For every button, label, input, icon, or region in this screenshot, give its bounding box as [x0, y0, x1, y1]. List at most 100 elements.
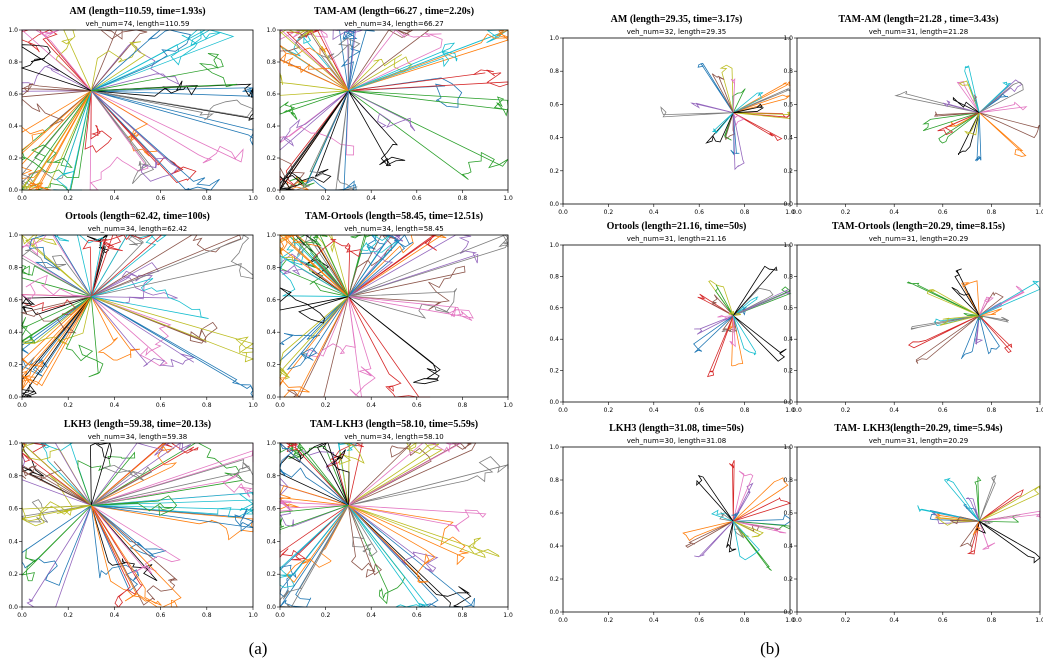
y-tick-label: 1.0: [8, 440, 18, 447]
y-tick-label: 0.0: [266, 187, 276, 194]
x-tick-label: 0.8: [202, 612, 212, 619]
route: [682, 520, 734, 542]
x-tick-label: 1.0: [1035, 617, 1043, 624]
x-tick-label: 0.6: [694, 209, 704, 216]
route: [732, 112, 745, 171]
route: [317, 442, 350, 506]
plot-title: TAM- LKH3(length=20.29, time=5.94s): [834, 423, 1002, 434]
x-tick-label: 0.8: [987, 209, 997, 216]
x-tick-label: 0.0: [275, 195, 285, 202]
y-tick-label: 0.6: [8, 91, 18, 98]
routes: [20, 233, 255, 399]
route: [908, 315, 980, 349]
route: [21, 505, 92, 582]
plot-title: LKH3 (length=31.08, time=50s): [609, 423, 744, 434]
y-tick-label: 0.8: [8, 264, 18, 271]
plot-subtitle: veh_num=31, length=21.16: [627, 235, 727, 243]
route: [732, 296, 759, 316]
route: [979, 315, 1010, 323]
route: [728, 310, 741, 317]
route: [978, 291, 1004, 316]
y-tick-label: 0.4: [549, 336, 559, 343]
routes: [20, 29, 255, 192]
route: [685, 520, 734, 548]
route: [348, 54, 413, 92]
route: [963, 503, 980, 522]
routes: [660, 62, 791, 171]
route: [21, 442, 92, 506]
y-tick-label: 1.0: [8, 232, 18, 239]
route: [733, 112, 783, 142]
route: [90, 234, 123, 297]
y-tick-label: 0.2: [266, 155, 276, 162]
route: [732, 315, 757, 356]
y-tick-label: 0.0: [8, 187, 18, 194]
route: [966, 521, 980, 555]
caption: (a): [249, 639, 268, 658]
x-tick-label: 0.4: [110, 402, 120, 409]
route: [729, 315, 736, 348]
route: [348, 505, 406, 605]
route: [348, 234, 395, 297]
route: [91, 80, 198, 97]
x-tick-label: 0.4: [889, 617, 899, 624]
route: [90, 29, 148, 92]
x-tick-label: 0.2: [604, 617, 614, 624]
plot-title: TAM-Ortools (length=58.45, time=12.51s): [305, 211, 483, 222]
y-tick-label: 0.4: [783, 336, 793, 343]
y-tick-label: 1.0: [549, 242, 559, 249]
route: [91, 29, 191, 92]
y-tick-label: 1.0: [266, 440, 276, 447]
route: [91, 442, 199, 506]
route: [719, 511, 734, 522]
route: [348, 234, 399, 297]
y-tick-label: 0.4: [783, 543, 793, 550]
route: [730, 78, 736, 113]
x-tick-label: 0.0: [558, 617, 568, 624]
x-tick-label: 0.2: [321, 402, 331, 409]
x-tick-label: 0.0: [792, 209, 802, 216]
route: [697, 62, 734, 113]
route: [978, 79, 1023, 114]
x-tick-label: 1.0: [248, 402, 258, 409]
route: [91, 464, 153, 506]
route: [21, 90, 92, 178]
routes: [917, 474, 1042, 564]
route: [348, 90, 406, 167]
route: [730, 112, 740, 156]
route: [711, 294, 734, 316]
route: [91, 90, 244, 164]
y-tick-label: 0.6: [549, 101, 559, 108]
x-tick-label: 0.6: [938, 407, 948, 414]
x-tick-label: 0.8: [202, 402, 212, 409]
route: [91, 90, 254, 121]
x-tick-label: 0.2: [604, 209, 614, 216]
plot-title: TAM-Ortools (length=20.29, time=8.15s): [832, 221, 1005, 232]
route: [733, 94, 790, 114]
y-tick-label: 0.2: [549, 368, 559, 375]
route: [91, 52, 238, 92]
y-tick-label: 0.6: [266, 91, 276, 98]
route: [894, 90, 980, 114]
route: [348, 90, 509, 117]
route: [732, 477, 789, 522]
route: [91, 472, 254, 506]
y-tick-label: 0.6: [549, 510, 559, 517]
route: [979, 520, 1041, 564]
route: [21, 296, 92, 377]
plot-subtitle: veh_num=31, length=20.29: [869, 437, 969, 445]
y-tick-label: 0.8: [8, 473, 18, 480]
x-tick-label: 0.0: [275, 402, 285, 409]
plot-subtitle: veh_num=74, length=110.59: [86, 20, 190, 28]
route: [91, 504, 255, 518]
route: [979, 93, 1009, 114]
route: [21, 90, 92, 189]
route: [319, 37, 361, 92]
x-tick-label: 1.0: [1035, 209, 1043, 216]
route: [979, 302, 1002, 317]
route: [979, 520, 993, 525]
route: [929, 509, 980, 522]
route: [91, 296, 218, 344]
x-tick-label: 0.8: [987, 617, 997, 624]
route: [21, 264, 92, 297]
